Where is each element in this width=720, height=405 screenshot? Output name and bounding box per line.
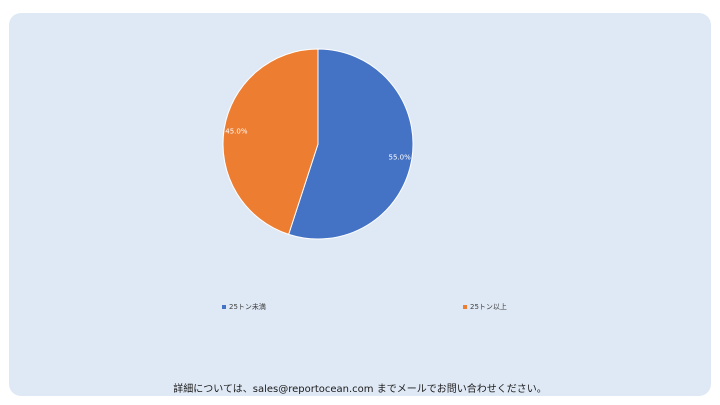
pie-slice-over-25t xyxy=(222,48,319,235)
contact-footer: 詳細については、sales@reportocean.com までメールでお問い合… xyxy=(173,384,547,395)
pie-data-labels: 55.0% 45.0% xyxy=(225,128,411,162)
data-label-under-25t: 55.0% xyxy=(389,153,412,161)
legend-item-under-25t: 25トン未満 xyxy=(222,302,266,312)
pie-slice-under-25t xyxy=(288,48,414,240)
legend-label-under-25t: 25トン未満 xyxy=(229,303,266,311)
legend-label-over-25t: 25トン以上 xyxy=(470,303,507,311)
legend-swatch-under-25t xyxy=(222,305,226,309)
data-label-over-25t: 45.0% xyxy=(225,128,248,136)
legend-item-over-25t: 25トン以上 xyxy=(463,302,507,312)
pie-slices xyxy=(222,48,414,240)
legend-swatch-over-25t xyxy=(463,305,467,309)
